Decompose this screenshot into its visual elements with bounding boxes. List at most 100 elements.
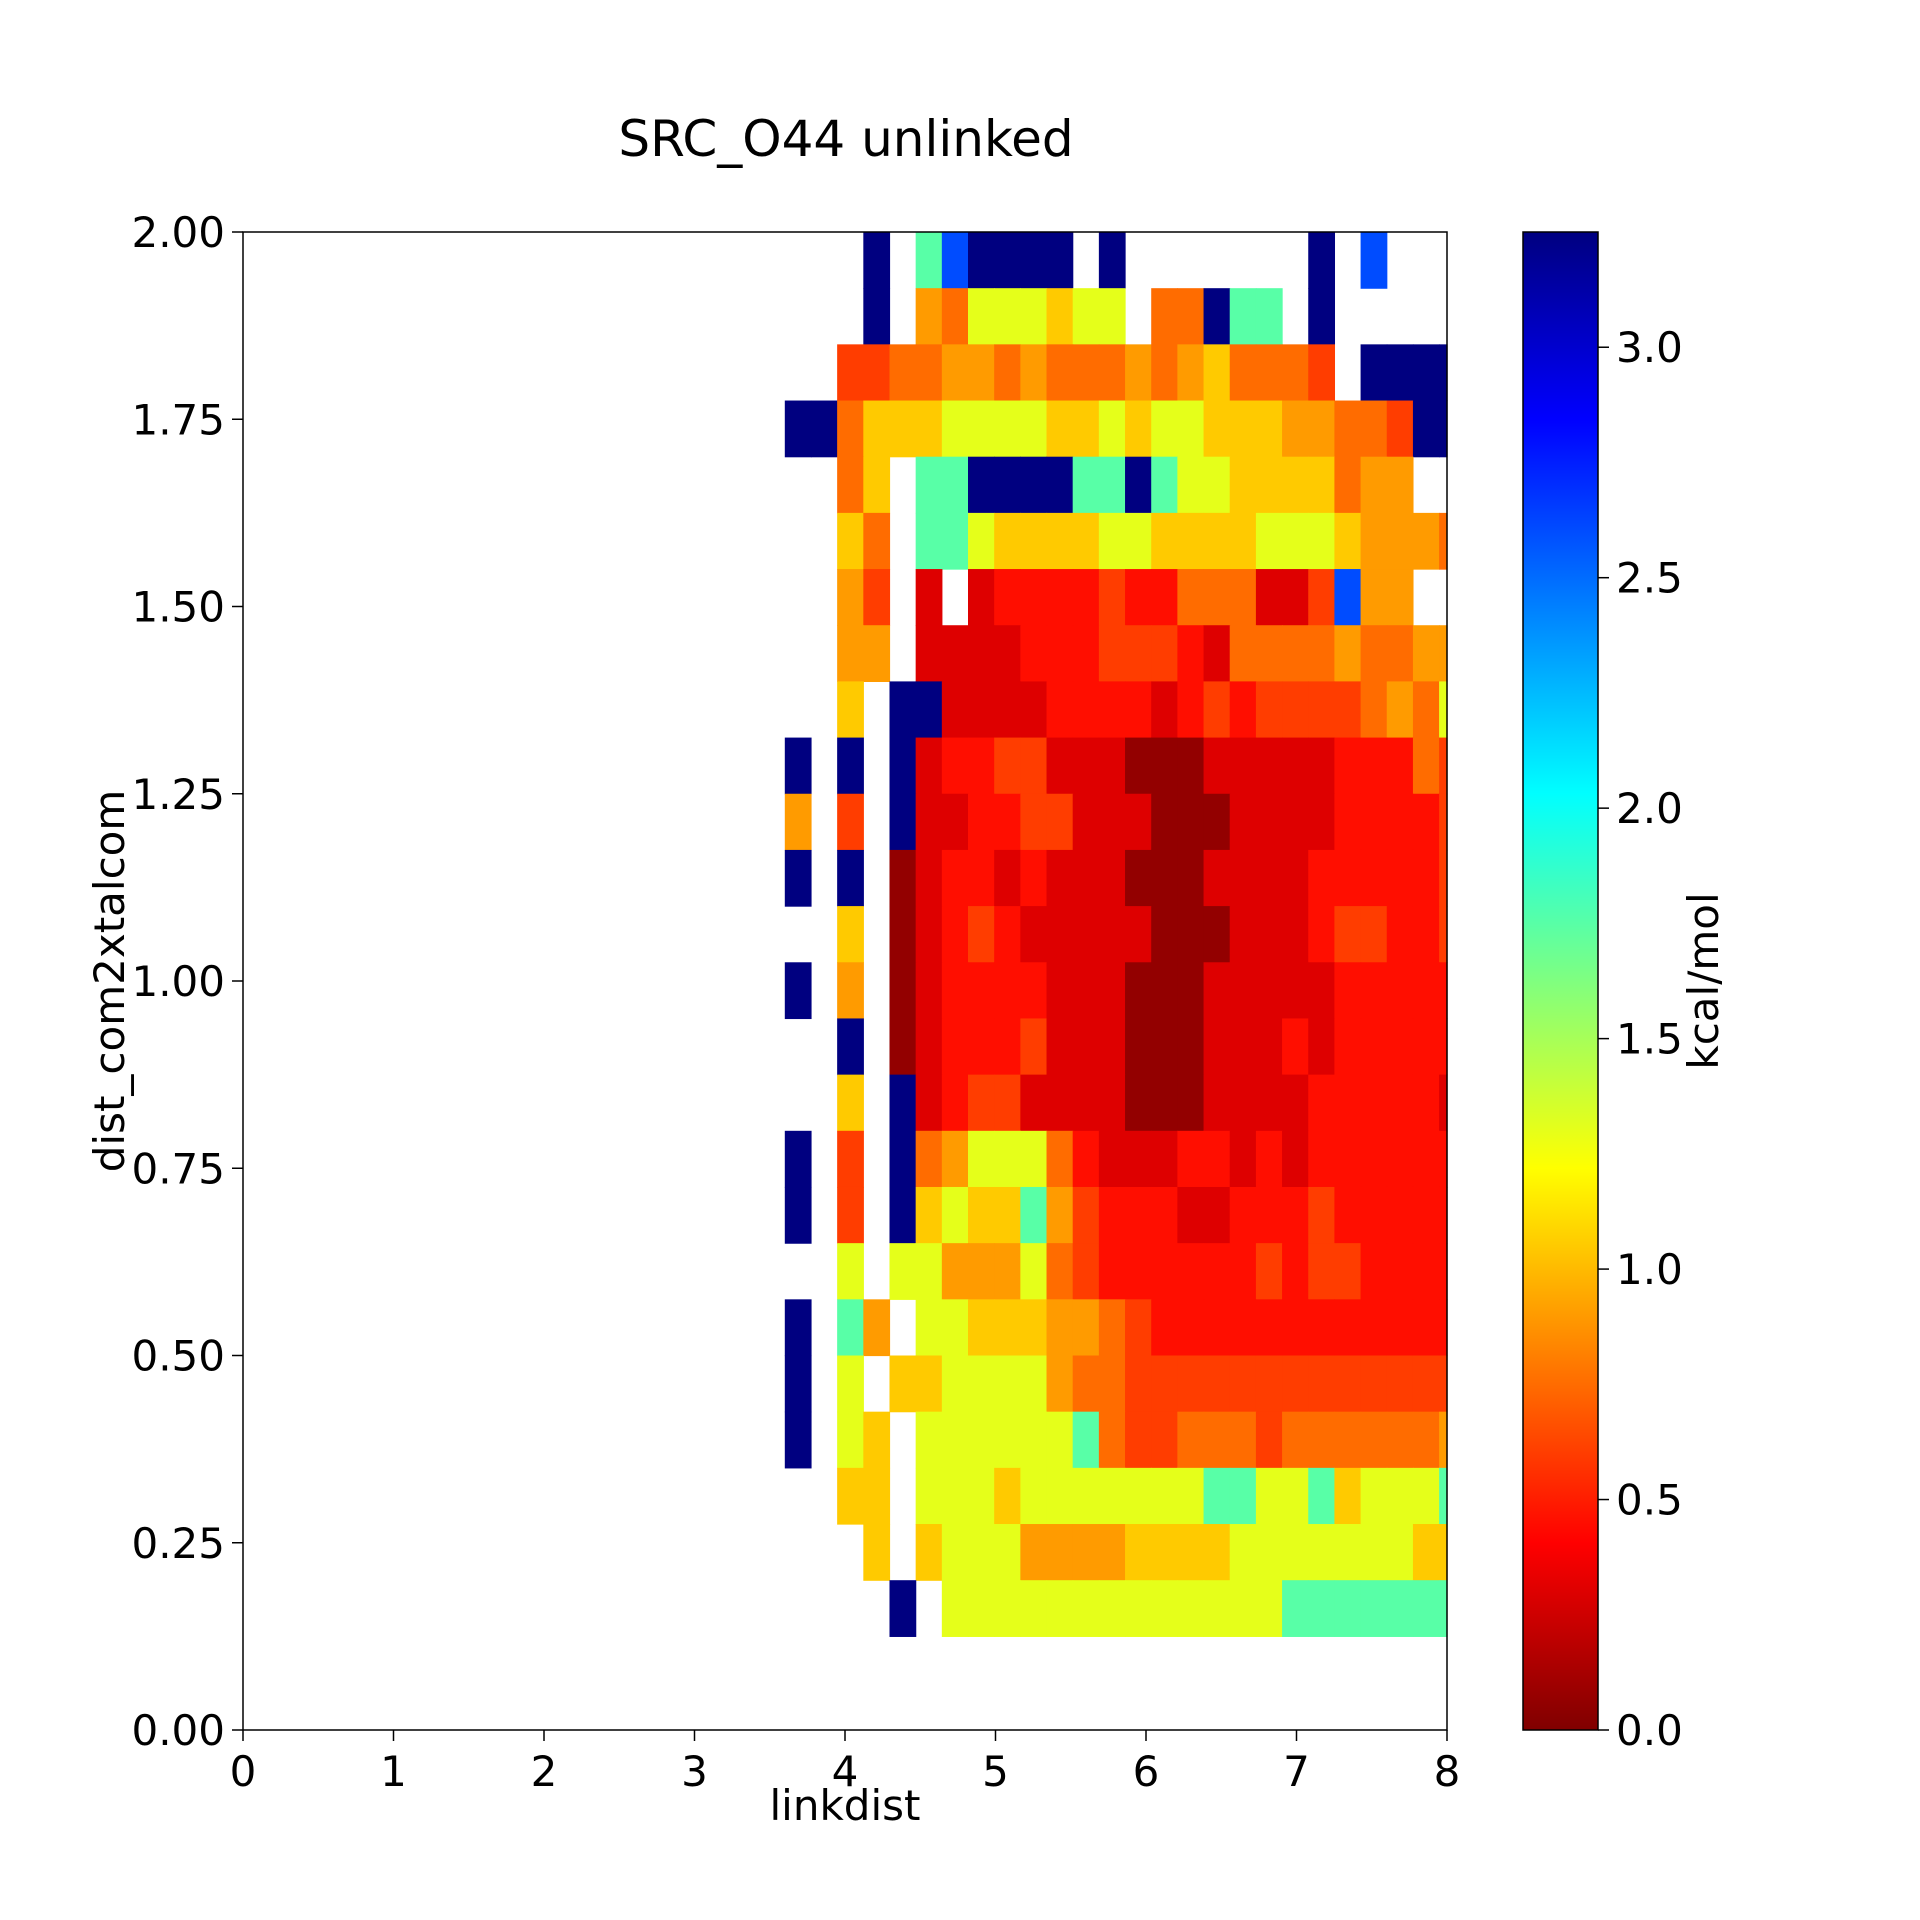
y-tick-label: 0.00 [131, 1706, 225, 1755]
heatmap-cell [889, 681, 917, 739]
heatmap-cell [1386, 512, 1414, 570]
heatmap-cell [1334, 1299, 1362, 1357]
heatmap-cell [968, 849, 995, 907]
heatmap-cell [863, 1467, 891, 1525]
heatmap-cell [1282, 849, 1309, 907]
heatmap-cell [1125, 512, 1152, 570]
heatmap-cell [1203, 1355, 1231, 1413]
heatmap-cell [1125, 1411, 1152, 1469]
heatmap-cell [784, 1299, 812, 1357]
heatmap-cell [889, 737, 917, 795]
heatmap-cell [1308, 1580, 1336, 1637]
heatmap-cell [1151, 1467, 1178, 1525]
heatmap-cell [837, 569, 864, 626]
heatmap-cell [1386, 793, 1414, 851]
heatmap-cell [1229, 288, 1257, 345]
heatmap-cell [1177, 962, 1205, 1020]
heatmap-cell [968, 1355, 995, 1413]
heatmap-cell [1439, 1355, 1448, 1413]
heatmap-cell [941, 1524, 969, 1581]
heatmap-cell [1177, 1467, 1205, 1525]
heatmap-cell [1046, 569, 1074, 626]
heatmap-cell [1177, 906, 1205, 963]
heatmap-cell [968, 456, 995, 514]
heatmap-cell [1255, 288, 1283, 345]
heatmap-cell [1203, 1467, 1231, 1525]
heatmap-cell [1360, 737, 1388, 795]
heatmap-cell [1308, 906, 1336, 963]
heatmap-cell [1072, 1355, 1100, 1413]
heatmap-cell [1125, 625, 1152, 682]
heatmap-cell [1177, 1580, 1205, 1637]
heatmap-cell [1255, 1243, 1283, 1300]
heatmap-cell [1412, 625, 1440, 682]
heatmap-cell [1151, 793, 1178, 851]
heatmap-cell [968, 681, 995, 739]
heatmap-cell [1098, 906, 1126, 963]
heatmap-cell [1151, 288, 1178, 345]
heatmap-cell [1412, 1299, 1440, 1357]
heatmap-cell [1308, 793, 1336, 851]
heatmap-cell [1439, 737, 1448, 795]
heatmap-cell [1098, 456, 1126, 514]
heatmap-cell [837, 906, 864, 963]
heatmap-cell [968, 1580, 995, 1637]
heatmap-cell [1203, 962, 1231, 1020]
heatmap-cell [968, 1186, 995, 1244]
heatmap-cell [889, 1018, 917, 1076]
heatmap-cell [915, 512, 943, 570]
heatmap-cell [1020, 681, 1048, 739]
heatmap-cell [1334, 1186, 1362, 1244]
heatmap-cell [1282, 400, 1309, 458]
heatmap-cell [941, 1243, 969, 1300]
heatmap-cell [1151, 625, 1178, 682]
heatmap-cell [941, 793, 969, 851]
heatmap-cell [1046, 849, 1074, 907]
heatmap-cell [889, 1243, 917, 1300]
heatmap-cell [1255, 1524, 1283, 1581]
heatmap-cell [1098, 512, 1126, 570]
heatmap-cell [1229, 793, 1257, 851]
heatmap-cell [837, 1130, 864, 1188]
heatmap-cell [994, 962, 1021, 1020]
heatmap-cell [1098, 1299, 1126, 1357]
heatmap-cell [1386, 849, 1414, 907]
heatmap-cell [994, 681, 1021, 739]
heatmap-cell [1308, 1524, 1336, 1581]
heatmap-cell [1151, 1299, 1178, 1357]
heatmap-cell [1255, 400, 1283, 458]
heatmap-cell [1151, 512, 1178, 570]
heatmap-cell [1072, 1411, 1100, 1469]
heatmap-cell [1334, 1130, 1362, 1188]
heatmap-cell [1229, 1524, 1257, 1581]
heatmap-cell [1229, 1130, 1257, 1188]
heatmap-cell [1386, 1355, 1414, 1413]
heatmap-cell [941, 1186, 969, 1244]
heatmap-cell [1386, 1130, 1414, 1188]
heatmap-cell [1020, 1074, 1048, 1132]
heatmap-cell [889, 962, 917, 1020]
heatmap-cell [1229, 737, 1257, 795]
heatmap-cell [1308, 1243, 1336, 1300]
heatmap-cell [1046, 1186, 1074, 1244]
chart-title: SRC_O44 unlinked [618, 110, 1073, 168]
heatmap-cell [1334, 1355, 1362, 1413]
heatmap-cell [1439, 681, 1448, 739]
heatmap-cell [1386, 1524, 1414, 1581]
heatmap-cell [1098, 344, 1126, 402]
heatmap-cell [1308, 849, 1336, 907]
heatmap-cell [1308, 1411, 1336, 1469]
heatmap-cell [1151, 1018, 1178, 1076]
heatmap-cell [1308, 1467, 1336, 1525]
heatmap-cell [968, 1467, 995, 1525]
heatmap-cell [1151, 344, 1178, 402]
heatmap-cell [1177, 1186, 1205, 1244]
heatmap-cell [941, 906, 969, 963]
heatmap-cell [1386, 1018, 1414, 1076]
heatmap-cell [1072, 288, 1100, 345]
heatmap-cell [941, 456, 969, 514]
heatmap-cell [915, 344, 943, 402]
heatmap-cell [1229, 1411, 1257, 1469]
heatmap-cell [941, 849, 969, 907]
heatmap-cell [837, 793, 864, 851]
